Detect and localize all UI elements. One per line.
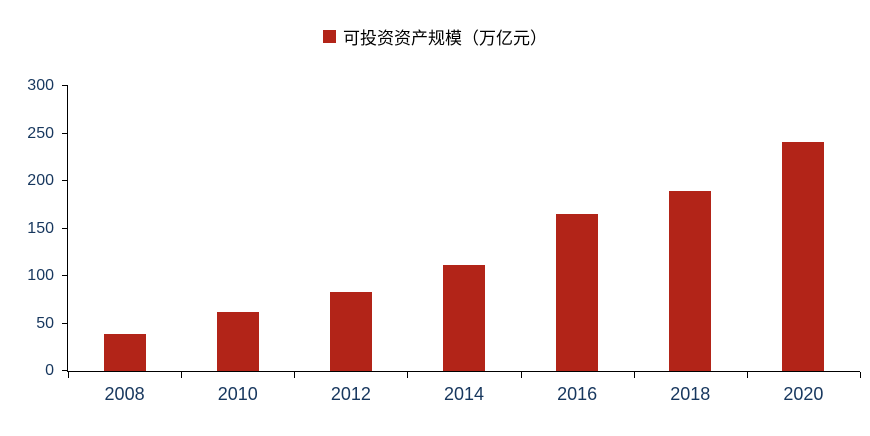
legend-marker-swatch [323, 30, 336, 43]
x-axis-label-2016: 2016 [557, 384, 598, 404]
bar-2014 [443, 264, 485, 371]
bar-slot-2016 [521, 86, 634, 371]
y-axis-label: 150 [27, 219, 54, 237]
y-axis-label: 250 [27, 124, 54, 142]
x-axis-tick [181, 372, 183, 378]
bar-2016 [556, 214, 599, 371]
chart-legend: 可投资资产规模（万亿元） [0, 24, 870, 49]
bars-container [68, 86, 860, 371]
x-axis-tick [294, 372, 296, 378]
y-axis-label: 200 [27, 172, 54, 189]
legend-label: 可投资资产规模（万亿元） [343, 29, 547, 48]
x-axis-tick [860, 372, 861, 378]
bar-slot-2014 [407, 86, 520, 371]
x-axis-labels: 2008 2010 2012 2014 2016 2018 2020 [68, 384, 860, 405]
x-axis-tick [633, 372, 635, 378]
y-axis-label: 100 [27, 267, 54, 284]
x-axis-tick [407, 372, 409, 378]
x-axis-label-2012: 2012 [330, 384, 371, 404]
y-axis-tick [62, 322, 68, 324]
x-axis-label-2020: 2020 [783, 384, 824, 404]
y-axis-tick [62, 132, 68, 134]
x-axis-label-2018: 2018 [670, 384, 711, 404]
bar-slot-2008 [68, 86, 181, 371]
y-axis-label: 50 [36, 314, 54, 332]
y-axis-line [67, 86, 68, 371]
x-axis-tick [746, 372, 748, 378]
x-axis-tick [520, 372, 522, 378]
bar-2012 [329, 292, 372, 371]
bar-slot-2018 [634, 86, 747, 371]
y-axis-tick [62, 180, 68, 181]
y-axis-label: 0 [45, 362, 54, 379]
bar-2020 [782, 142, 825, 371]
y-axis-tick [62, 85, 68, 86]
y-axis-tick [62, 275, 68, 276]
bar-slot-2020 [747, 86, 860, 371]
x-axis-line [67, 371, 860, 372]
x-axis-label-2010: 2010 [217, 384, 258, 404]
y-axis-tick [62, 227, 68, 229]
x-axis-tick [68, 372, 69, 378]
bar-slot-2012 [294, 86, 407, 371]
bar-2018 [669, 190, 712, 371]
bar-2010 [216, 312, 259, 371]
bar-2008 [103, 333, 146, 371]
plot-area: 0 50 100 150 200 250 300 2008 2010 2012 2014 2016 2… [27, 78, 861, 404]
y-axis-label: 300 [27, 77, 54, 94]
y-axis-tick [62, 370, 68, 371]
x-axis-label-2008: 2008 [104, 384, 145, 404]
bar-slot-2010 [181, 86, 294, 371]
x-axis-label-2014: 2014 [443, 384, 485, 404]
